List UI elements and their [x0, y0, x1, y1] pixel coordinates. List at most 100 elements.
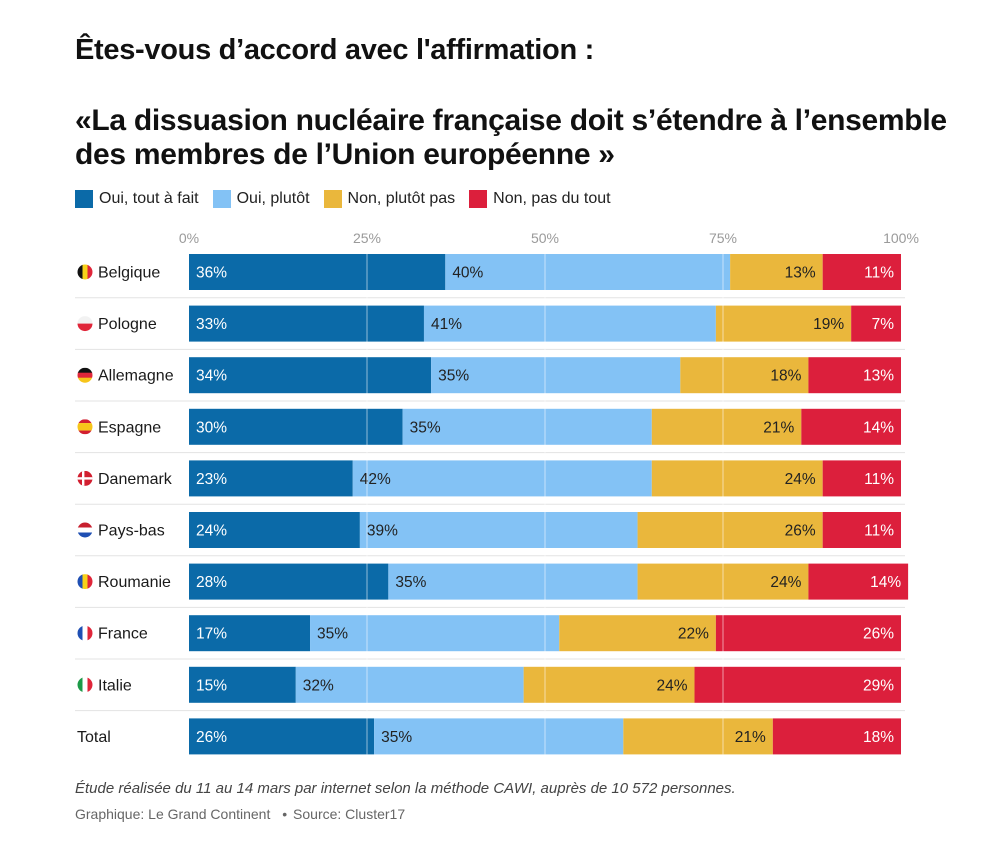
flag-be-icon — [77, 264, 93, 280]
data-label: 26% — [196, 729, 227, 746]
data-label: 34% — [196, 368, 227, 385]
bar-segment — [651, 460, 823, 497]
methodology-note: Étude réalisée du 11 au 14 mars par inte… — [75, 780, 736, 797]
separator: • — [282, 806, 288, 822]
bar-segment — [680, 357, 809, 394]
legend-label: Non, pas du tout — [493, 190, 611, 207]
data-label: 26% — [863, 626, 894, 643]
flag-de-icon — [77, 367, 93, 383]
category-label: Espagne — [98, 419, 161, 436]
x-tick-label: 100% — [883, 230, 919, 246]
data-label: 23% — [196, 471, 227, 488]
data-label: 19% — [813, 316, 844, 333]
flag-es-icon — [77, 419, 93, 435]
data-label: 39% — [367, 523, 398, 540]
bar-segment — [637, 512, 823, 548]
data-label: 35% — [395, 574, 426, 591]
data-label: 42% — [360, 471, 391, 488]
flag-dk-icon — [77, 470, 93, 486]
data-label: 26% — [785, 523, 816, 540]
data-label: 18% — [770, 368, 801, 385]
category-label: Belgique — [98, 265, 160, 282]
legend-label: Non, plutôt pas — [347, 190, 456, 207]
data-label: 35% — [381, 729, 412, 746]
category-label: Pologne — [98, 316, 157, 333]
legend-item: Non, plutôt pas — [323, 190, 456, 208]
chart-title: «La dissuasion nucléaire française doit … — [75, 104, 947, 171]
data-label: 24% — [785, 471, 816, 488]
category-label: Total — [77, 729, 111, 746]
data-label: 35% — [438, 368, 469, 385]
category-label: France — [98, 626, 148, 643]
data-label: 17% — [196, 626, 227, 643]
source-label: Source: Cluster17 — [293, 806, 406, 822]
bar-segment — [808, 563, 909, 600]
data-label: 35% — [410, 419, 441, 436]
legend-item: Oui, tout à fait — [75, 190, 199, 208]
category-label: Danemark — [98, 471, 173, 488]
bar-segment — [189, 512, 360, 548]
x-tick-label: 50% — [531, 230, 559, 246]
data-label: 30% — [196, 419, 227, 436]
data-label: 41% — [431, 316, 462, 333]
legend-swatch — [323, 190, 342, 208]
credits: Graphique: Le Grand Continent • Source: … — [75, 806, 405, 822]
category-label: Pays-bas — [98, 523, 165, 540]
bar-segment — [715, 615, 901, 652]
data-label: 15% — [196, 677, 227, 694]
bar-segment — [295, 666, 524, 703]
data-label: 35% — [317, 626, 348, 643]
flag-nl-icon — [77, 522, 93, 538]
data-label: 33% — [196, 316, 227, 333]
legend-swatch — [469, 190, 488, 208]
data-label: 22% — [678, 626, 709, 643]
bar-segment — [730, 254, 823, 290]
data-label: 40% — [452, 265, 483, 282]
bar-segment — [310, 615, 560, 652]
x-tick-label: 75% — [709, 230, 737, 246]
category-label: Italie — [98, 677, 132, 694]
bar-segment — [772, 718, 901, 755]
category-label: Roumanie — [98, 574, 171, 591]
bar-segment — [445, 254, 731, 290]
flag-ro-icon — [77, 574, 93, 590]
data-label: 14% — [870, 574, 901, 591]
data-label: 13% — [785, 265, 816, 282]
legend-swatch — [75, 190, 93, 208]
data-label: 21% — [735, 729, 766, 746]
bar-segment — [851, 305, 901, 342]
bar-segment — [189, 615, 311, 652]
bar-segment — [431, 357, 681, 394]
bar-segment — [189, 305, 424, 342]
bar-segment — [423, 305, 716, 342]
legend-label: Oui, plutôt — [236, 190, 310, 207]
bar-segment — [388, 563, 638, 600]
bar-segment — [189, 718, 375, 755]
legend: Oui, tout à fait Oui, plutôt Non, plutôt p… — [75, 190, 625, 208]
bar-segment — [359, 512, 638, 548]
flag-it-icon — [77, 677, 93, 693]
bar-segment — [822, 254, 901, 290]
category-label: Allemagne — [98, 368, 174, 385]
data-label: 11% — [864, 471, 894, 488]
data-label: 36% — [196, 265, 227, 282]
legend-item: Non, pas du tout — [469, 190, 611, 208]
data-label: 11% — [864, 265, 894, 282]
bar-segment — [352, 460, 652, 497]
bar-segment — [651, 408, 802, 445]
data-label: 7% — [872, 316, 895, 333]
bar-segment — [523, 666, 695, 703]
bar-segment — [694, 666, 901, 703]
x-tick-label: 0% — [179, 230, 199, 246]
data-label: 24% — [196, 523, 227, 540]
legend-item: Oui, plutôt — [212, 190, 310, 208]
data-label: 29% — [863, 677, 894, 694]
legend-swatch — [212, 190, 231, 208]
bar-segment — [715, 305, 852, 342]
bar-segment — [374, 718, 624, 755]
data-label: 18% — [863, 729, 894, 746]
bar-segment — [189, 254, 446, 290]
bar-segment — [189, 666, 296, 703]
credit-label: Graphique: Le Grand Continent — [75, 806, 271, 822]
